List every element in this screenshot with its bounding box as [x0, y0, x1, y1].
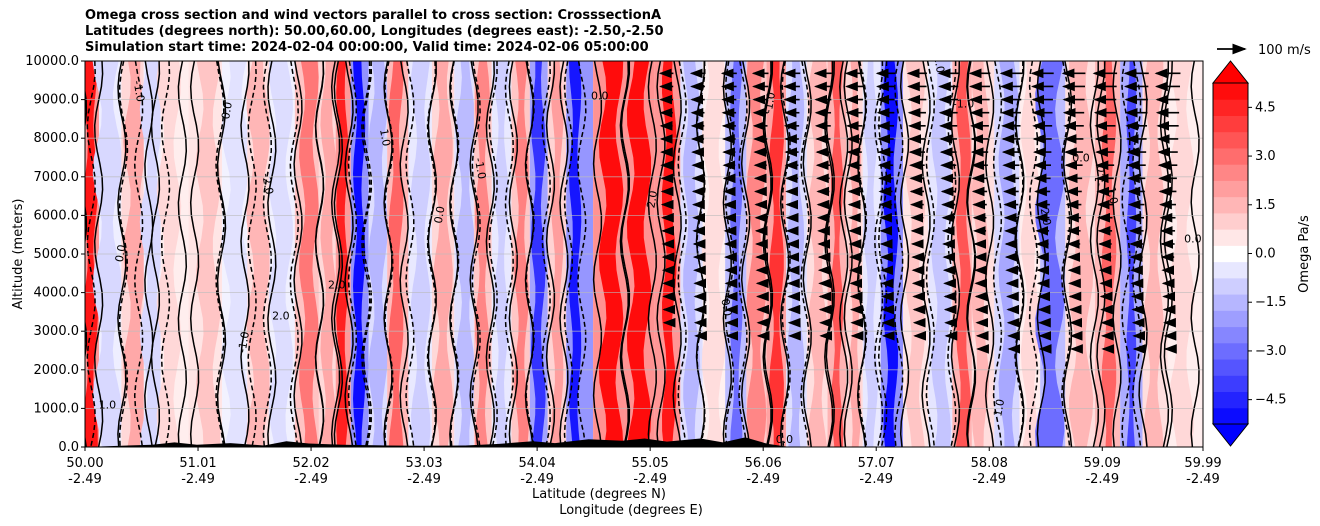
- x-axis-label-longitude: Longitude (degrees E): [559, 503, 703, 518]
- colorbar-segment: [1213, 212, 1248, 230]
- x-tick-label-lat: 56.06: [745, 456, 782, 471]
- colorbar-label: Omega Pa/s: [1297, 215, 1312, 293]
- x-tick-label-lat: 51.01: [179, 456, 216, 471]
- colorbar-segment: [1213, 180, 1248, 198]
- contour-label: -1.0: [762, 91, 779, 114]
- contour-label: 0.0: [776, 433, 794, 446]
- contour-label: 0.0: [718, 298, 734, 317]
- colorbar-segment: [1213, 391, 1248, 409]
- x-tick-label-lat: 57.07: [858, 456, 895, 471]
- colorbar-tick-label: 3.0: [1255, 149, 1276, 164]
- y-tick-label: 3000.0: [34, 324, 80, 339]
- colorbar-segment: [1213, 99, 1248, 116]
- contour-label: 2.0: [644, 190, 660, 209]
- contour-label: 0.0: [219, 101, 235, 120]
- colorbar-tick-label: −4.5: [1255, 393, 1287, 408]
- x-axis-label-latitude: Latitude (degrees N): [532, 487, 666, 502]
- contour-label: 1.0: [99, 398, 117, 411]
- x-tick-label-lon: -2.49: [407, 472, 441, 487]
- colorbar-segment: [1213, 326, 1248, 344]
- contour-label: 1.0: [991, 398, 1007, 417]
- contour-label: -1.0: [131, 80, 148, 103]
- contour-label: 2.0: [272, 310, 290, 323]
- x-tick-label-lat: 53.03: [405, 456, 442, 471]
- x-tick-label-lon: -2.49: [859, 472, 893, 487]
- y-axis-label: Altitude (meters): [11, 199, 26, 310]
- contour-label: 1.0: [377, 128, 393, 147]
- contour-label: 0.0: [432, 205, 448, 224]
- x-tick-label-lat: 50.00: [66, 456, 103, 471]
- x-tick-label-lon: -2.49: [68, 472, 102, 487]
- contour-label: -1.0: [1092, 164, 1109, 187]
- contour-label: 2.0: [328, 279, 346, 292]
- colorbar-tick-label: 1.5: [1255, 198, 1276, 213]
- y-tick-label: 2000.0: [34, 363, 80, 378]
- colorbar-segment: [1213, 277, 1248, 295]
- x-tick-label-lat: 59.09: [1084, 456, 1121, 471]
- x-tick-label-lon: -2.49: [520, 472, 554, 487]
- x-tick-label-lon: -2.49: [972, 472, 1006, 487]
- contour-label: -1.0: [953, 97, 974, 110]
- colorbar-segment: [1213, 294, 1248, 311]
- colorbar-segment: [1213, 310, 1248, 328]
- contour-label: 0.0: [113, 244, 129, 263]
- contour-label: 0.0: [591, 90, 609, 103]
- y-tick-label: 9000.0: [34, 93, 80, 108]
- y-tick-label: 6000.0: [34, 208, 80, 223]
- x-tick-label-lon: -2.49: [294, 472, 328, 487]
- colorbar-extend-min: [1211, 423, 1250, 447]
- x-tick-label-lat: 59.99: [1184, 456, 1221, 471]
- y-tick-label: 8000.0: [34, 131, 80, 146]
- x-tick-label-lat: 58.08: [971, 456, 1008, 471]
- colorbar-tick-label: 4.5: [1255, 100, 1276, 115]
- chart-title-line-2: Latitudes (degrees north): 50.00,60.00, …: [85, 24, 664, 39]
- x-tick-label-lon: -2.49: [1186, 472, 1220, 487]
- y-tick-label: 1000.0: [34, 401, 80, 416]
- colorbar-tick-label: −1.5: [1255, 295, 1287, 310]
- colorbar-tick-label: 0.0: [1255, 247, 1276, 262]
- x-tick-label-lon: -2.49: [746, 472, 780, 487]
- colorbar-segment: [1213, 131, 1248, 149]
- colorbar-segment: [1213, 229, 1248, 246]
- contour-label: 1.0: [931, 55, 947, 74]
- x-tick-label-lon: -2.49: [1085, 472, 1119, 487]
- colorbar-segment: [1213, 164, 1248, 181]
- x-tick-label-lon: -2.49: [633, 472, 667, 487]
- colorbar-segment: [1213, 359, 1248, 376]
- chart-title-line-1: Omega cross section and wind vectors par…: [85, 8, 662, 23]
- colorbar-segment: [1213, 147, 1248, 165]
- chart-title-line-3: Simulation start time: 2024-02-04 00:00:…: [85, 40, 649, 55]
- y-tick-label: 10000.0: [25, 54, 79, 69]
- y-tick-label: 0.0: [58, 440, 79, 455]
- y-tick-label: 5000.0: [34, 247, 80, 262]
- contour-label: -2.0: [259, 172, 276, 195]
- colorbar-segment: [1213, 196, 1248, 214]
- colorbar-segment: [1213, 342, 1248, 360]
- contour-label: 1.0: [1105, 186, 1121, 205]
- colorbar-segment: [1213, 407, 1248, 425]
- colorbar-segment: [1213, 245, 1248, 263]
- quiver-key-label: 100 m/s: [1258, 43, 1311, 58]
- colorbar-segment: [1213, 375, 1248, 393]
- y-tick-label: 4000.0: [34, 286, 80, 301]
- contour-label: -2.0: [1037, 203, 1054, 226]
- colorbar-segment: [1213, 115, 1248, 133]
- contour-label: -1.0: [472, 157, 489, 180]
- x-tick-label-lat: 55.05: [632, 456, 669, 471]
- terrain-profile: [85, 437, 1203, 447]
- contour-label: -1.0: [236, 330, 253, 353]
- x-tick-label-lon: -2.49: [181, 472, 215, 487]
- x-tick-label-lat: 52.02: [292, 456, 329, 471]
- x-tick-label-lat: 54.04: [519, 456, 556, 471]
- colorbar-tick-label: −3.0: [1255, 344, 1287, 359]
- colorbar-segment: [1213, 261, 1248, 279]
- y-tick-label: 7000.0: [34, 170, 80, 185]
- colorbar-extend-max: [1211, 60, 1250, 84]
- colorbar-segment: [1213, 83, 1248, 100]
- contour-label: 0.0: [1072, 151, 1090, 164]
- contour-label: 0.0: [1184, 232, 1202, 245]
